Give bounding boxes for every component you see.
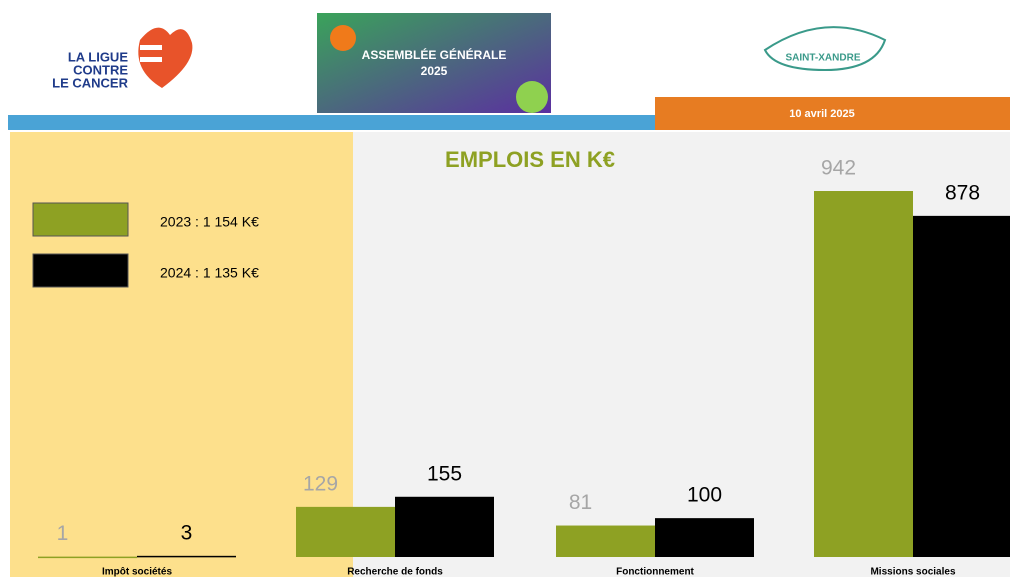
- legend-label: 2024 : 1 135 K€: [160, 265, 259, 281]
- bar: [814, 191, 913, 557]
- event-year: 2025: [421, 64, 448, 78]
- value-label: 81: [569, 491, 592, 514]
- value-label: 3: [181, 521, 193, 544]
- category-label: Fonctionnement: [616, 567, 694, 577]
- value-label: 100: [687, 484, 722, 507]
- date: 10 avril 2025: [789, 108, 854, 120]
- event-title: ASSEMBLÉE GÉNÉRALE: [362, 47, 507, 62]
- blue-band: [8, 115, 655, 130]
- legend-swatch: [33, 254, 128, 287]
- bar: [913, 216, 1010, 557]
- logo-text: LE CANCER: [52, 75, 128, 90]
- value-label: 1: [57, 522, 69, 545]
- logo-bar: [140, 57, 162, 62]
- bar: [556, 526, 655, 557]
- logo-bar: [140, 45, 162, 50]
- value-label: 878: [945, 181, 980, 204]
- bar: [655, 518, 754, 557]
- legend-label: 2023 : 1 154 K€: [160, 214, 259, 230]
- event-banner: [317, 13, 551, 113]
- bar: [137, 556, 236, 558]
- value-label: 129: [303, 472, 338, 495]
- value-label: 155: [427, 462, 462, 485]
- category-label: Impôt sociétés: [102, 567, 172, 577]
- category-label: Recherche de fonds: [347, 567, 443, 577]
- bar: [296, 507, 395, 557]
- town-name: SAINT-XANDRE: [785, 53, 860, 64]
- chart-title: EMPLOIS EN K€: [445, 147, 615, 172]
- bar: [395, 497, 494, 557]
- banner-decor: [330, 25, 356, 51]
- banner-decor: [516, 81, 548, 113]
- slide: LA LIGUE CONTRE LE CANCER ASSEMBLÉE GÉNÉ…: [0, 0, 1010, 577]
- bar: [38, 557, 137, 559]
- value-label: 942: [821, 157, 856, 180]
- legend-swatch: [33, 203, 128, 236]
- category-label: Missions sociales: [870, 567, 955, 577]
